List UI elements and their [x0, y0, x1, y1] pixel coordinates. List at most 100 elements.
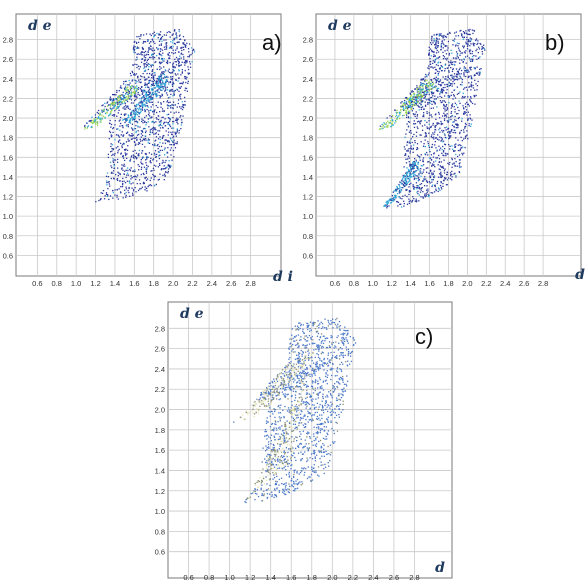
- scatter-point: [470, 83, 472, 85]
- scatter-point: [431, 165, 433, 167]
- scatter-point: [321, 400, 323, 402]
- scatter-point: [317, 466, 320, 468]
- scatter-point: [131, 132, 133, 135]
- scatter-point: [347, 342, 349, 344]
- scatter-point: [404, 102, 406, 104]
- scatter-point: [116, 101, 118, 103]
- scatter-point: [117, 140, 120, 142]
- scatter-point: [130, 113, 132, 115]
- scatter-point: [153, 72, 155, 74]
- scatter-point: [151, 120, 154, 123]
- scatter-point: [294, 420, 296, 423]
- scatter-point: [395, 114, 398, 116]
- scatter-point: [410, 95, 412, 98]
- scatter-point: [447, 131, 449, 133]
- scatter-point: [88, 120, 90, 122]
- scatter-point: [330, 367, 332, 369]
- scatter-point: [408, 202, 410, 205]
- scatter-point: [305, 345, 307, 347]
- scatter-point: [108, 181, 110, 183]
- scatter-point: [436, 45, 438, 47]
- scatter-point: [182, 103, 184, 106]
- scatter-point: [96, 118, 98, 120]
- scatter-point: [181, 61, 183, 63]
- scatter-point: [84, 126, 86, 128]
- scatter-point: [439, 61, 442, 64]
- scatter-point: [422, 82, 424, 85]
- scatter-point: [447, 177, 450, 179]
- scatter-point: [402, 183, 404, 186]
- scatter-point: [421, 165, 423, 167]
- scatter-point: [158, 77, 160, 80]
- scatter-point: [110, 134, 112, 136]
- scatter-point: [435, 64, 438, 66]
- scatter-point: [181, 122, 183, 124]
- scatter-point: [122, 94, 124, 96]
- scatter-point: [421, 78, 423, 80]
- scatter-point: [106, 112, 108, 114]
- scatter-point: [442, 54, 445, 57]
- scatter-point: [404, 154, 406, 157]
- scatter-point: [433, 101, 435, 104]
- scatter-point: [130, 178, 132, 180]
- scatter-point: [389, 198, 392, 200]
- scatter-point: [442, 154, 444, 156]
- scatter-point: [151, 54, 153, 57]
- scatter-point: [146, 64, 148, 66]
- scatter-point: [175, 142, 177, 144]
- scatter-point: [274, 493, 276, 496]
- scatter-point: [325, 337, 327, 339]
- scatter-point: [279, 418, 281, 420]
- scatter-point: [440, 101, 442, 104]
- scatter-point: [157, 94, 159, 97]
- scatter-point: [152, 32, 154, 35]
- scatter-point: [451, 103, 454, 105]
- scatter-point: [445, 154, 447, 157]
- scatter-point: [166, 101, 168, 103]
- scatter-point: [132, 102, 134, 104]
- scatter-point: [403, 101, 405, 104]
- scatter-point: [443, 36, 445, 38]
- scatter-point: [295, 363, 298, 365]
- scatter-point: [442, 151, 445, 153]
- scatter-point: [405, 182, 407, 185]
- scatter-point: [428, 67, 430, 70]
- scatter-point: [320, 342, 322, 344]
- scatter-point: [169, 81, 172, 84]
- scatter-point: [154, 61, 156, 64]
- scatter-point: [422, 145, 425, 147]
- scatter-point: [319, 431, 321, 434]
- scatter-point: [145, 124, 147, 126]
- scatter-point: [324, 338, 327, 340]
- scatter-point: [436, 49, 438, 52]
- scatter-point: [132, 154, 135, 156]
- scatter-point: [281, 491, 284, 493]
- scatter-point: [144, 41, 147, 43]
- scatter-point: [135, 98, 137, 101]
- scatter-point: [173, 52, 175, 55]
- scatter-point: [112, 106, 114, 109]
- scatter-point: [324, 404, 326, 407]
- scatter-point: [434, 60, 436, 62]
- scatter-point: [171, 159, 173, 161]
- scatter-point: [179, 64, 181, 67]
- scatter-point: [283, 451, 285, 453]
- x-tick-label: 0.6: [32, 279, 42, 288]
- scatter-point: [150, 128, 153, 130]
- scatter-point: [154, 42, 156, 45]
- scatter-point: [120, 134, 122, 136]
- scatter-point: [431, 40, 433, 42]
- scatter-point: [262, 494, 264, 496]
- scatter-point: [449, 172, 452, 174]
- scatter-point: [457, 139, 459, 141]
- scatter-point: [307, 359, 310, 361]
- scatter-point: [284, 458, 287, 460]
- scatter-point: [450, 94, 452, 97]
- scatter-point: [321, 406, 324, 408]
- scatter-point: [172, 70, 175, 72]
- scatter-point: [290, 407, 292, 409]
- scatter-point: [158, 124, 160, 126]
- scatter-point: [104, 112, 107, 115]
- scatter-point: [285, 493, 287, 495]
- scatter-point: [444, 58, 447, 60]
